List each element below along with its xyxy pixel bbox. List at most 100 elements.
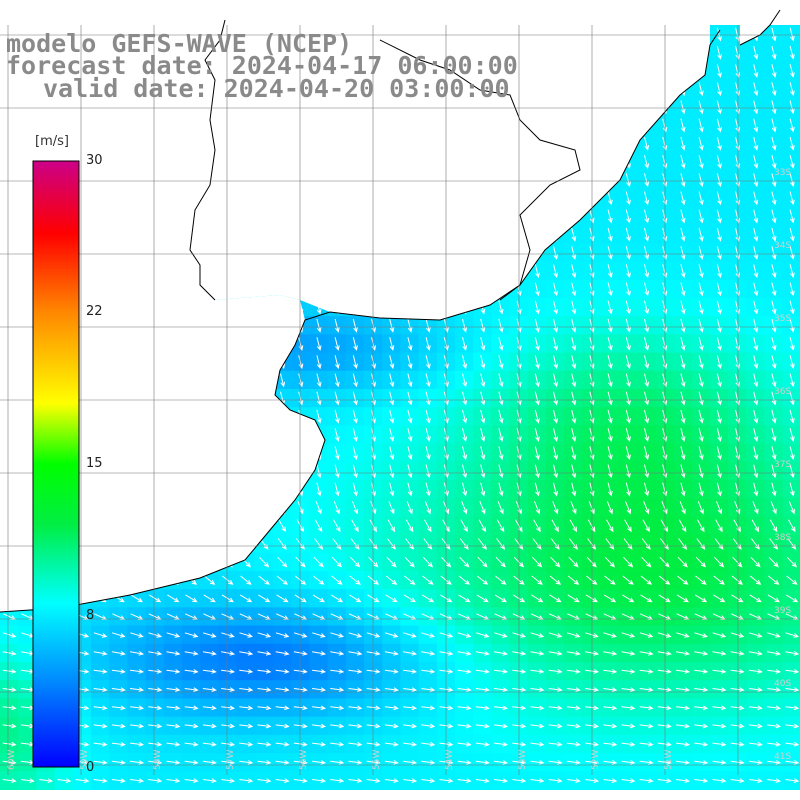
wind-arrow [697,519,705,533]
wind-arrow [644,409,650,424]
wind-arrow [166,669,181,674]
wind-arrow [771,482,777,497]
wind-arrow [607,209,613,224]
wind-arrow [148,594,162,603]
wind-arrow [534,409,540,424]
wind-arrow [534,373,540,388]
wind-arrow [530,632,545,638]
wind-arrow [421,594,435,603]
wind-arrow [385,594,398,603]
wind-arrow [566,760,581,765]
wind-arrow [480,337,486,351]
wind-arrow [680,337,686,351]
wind-arrow [644,355,650,370]
wind-arrow [698,136,704,151]
river-border [189,19,226,301]
wind-arrow [259,556,270,568]
wind-arrow [589,409,595,424]
wind-arrow [566,705,581,711]
wind-arrow [607,337,613,351]
wind-arrow [389,337,395,351]
wind-arrow [753,337,759,351]
wind-arrow [625,246,631,260]
wind-arrow [785,687,800,692]
wind-arrow [566,687,581,692]
wind-arrow [789,64,795,78]
wind-arrow [498,482,504,497]
wind-arrow [644,136,650,151]
wind-arrow [312,687,327,692]
wind-arrow [771,446,777,461]
wind-arrow [789,27,795,42]
wind-arrow [603,594,617,603]
wind-arrow [75,778,90,783]
wind-arrow [221,669,236,674]
wind-arrow [662,318,668,333]
wind-arrow [603,669,618,674]
wind-arrow [498,355,504,370]
wind-arrow [749,594,762,603]
wind-arrow [625,191,631,206]
wind-arrow [407,464,413,479]
wind-arrow [313,575,325,585]
wind-arrow [730,632,745,638]
wind-arrow [476,594,489,603]
border-line [379,39,581,301]
wind-arrow [753,318,759,333]
wind-arrow [462,355,468,370]
wind-arrow [316,318,322,333]
wind-arrow [771,464,777,479]
wind-arrow [680,209,686,224]
wind-arrow [657,723,672,729]
wind-arrow [607,300,613,315]
colorbar-tick-8: 8 [86,608,95,623]
wind-arrow [785,723,800,729]
wind-arrow [730,778,745,783]
wind-arrow [348,760,363,765]
wind-arrow [662,209,668,224]
wind-arrow [607,409,613,424]
wind-arrow [676,723,691,729]
wind-arrow [566,669,581,674]
wind-arrow [753,64,759,78]
lon-label: 56W [299,750,309,770]
wind-arrow [662,391,668,406]
wind-arrow [202,778,217,783]
wind-arrow [184,705,199,711]
wind-arrow [604,556,615,568]
wind-arrow [714,556,725,568]
wind-arrow [753,227,759,242]
wind-arrow [768,556,779,568]
wind-arrow [130,723,145,729]
wind-arrow [589,282,595,297]
wind-arrow [789,464,795,479]
wind-arrow [334,409,340,424]
wind-arrow [569,519,578,533]
wind-arrow [2,687,17,692]
wind-arrow [462,482,468,497]
wind-arrow [475,778,490,783]
wind-arrow [712,669,727,674]
wind-arrow [239,741,254,747]
wind-arrow [753,173,759,188]
wind-arrow [457,741,472,747]
wind-arrow [789,373,795,388]
wind-arrow [475,650,490,656]
wind-arrow [640,594,653,603]
wind-arrow [662,355,668,370]
wind-arrow [148,723,163,729]
wind-arrow [548,760,563,765]
wind-arrow [607,318,613,333]
wind-arrow [184,669,199,674]
wind-arrow [313,556,324,568]
wind-arrow [771,391,777,406]
wind-arrow [730,650,745,656]
wind-arrow [607,264,613,279]
wind-arrow [677,575,689,585]
wind-arrow [585,594,598,603]
wind-arrow [771,337,777,351]
wind-arrow [694,723,709,729]
wind-arrow [534,337,540,351]
wind-arrow [698,155,704,169]
